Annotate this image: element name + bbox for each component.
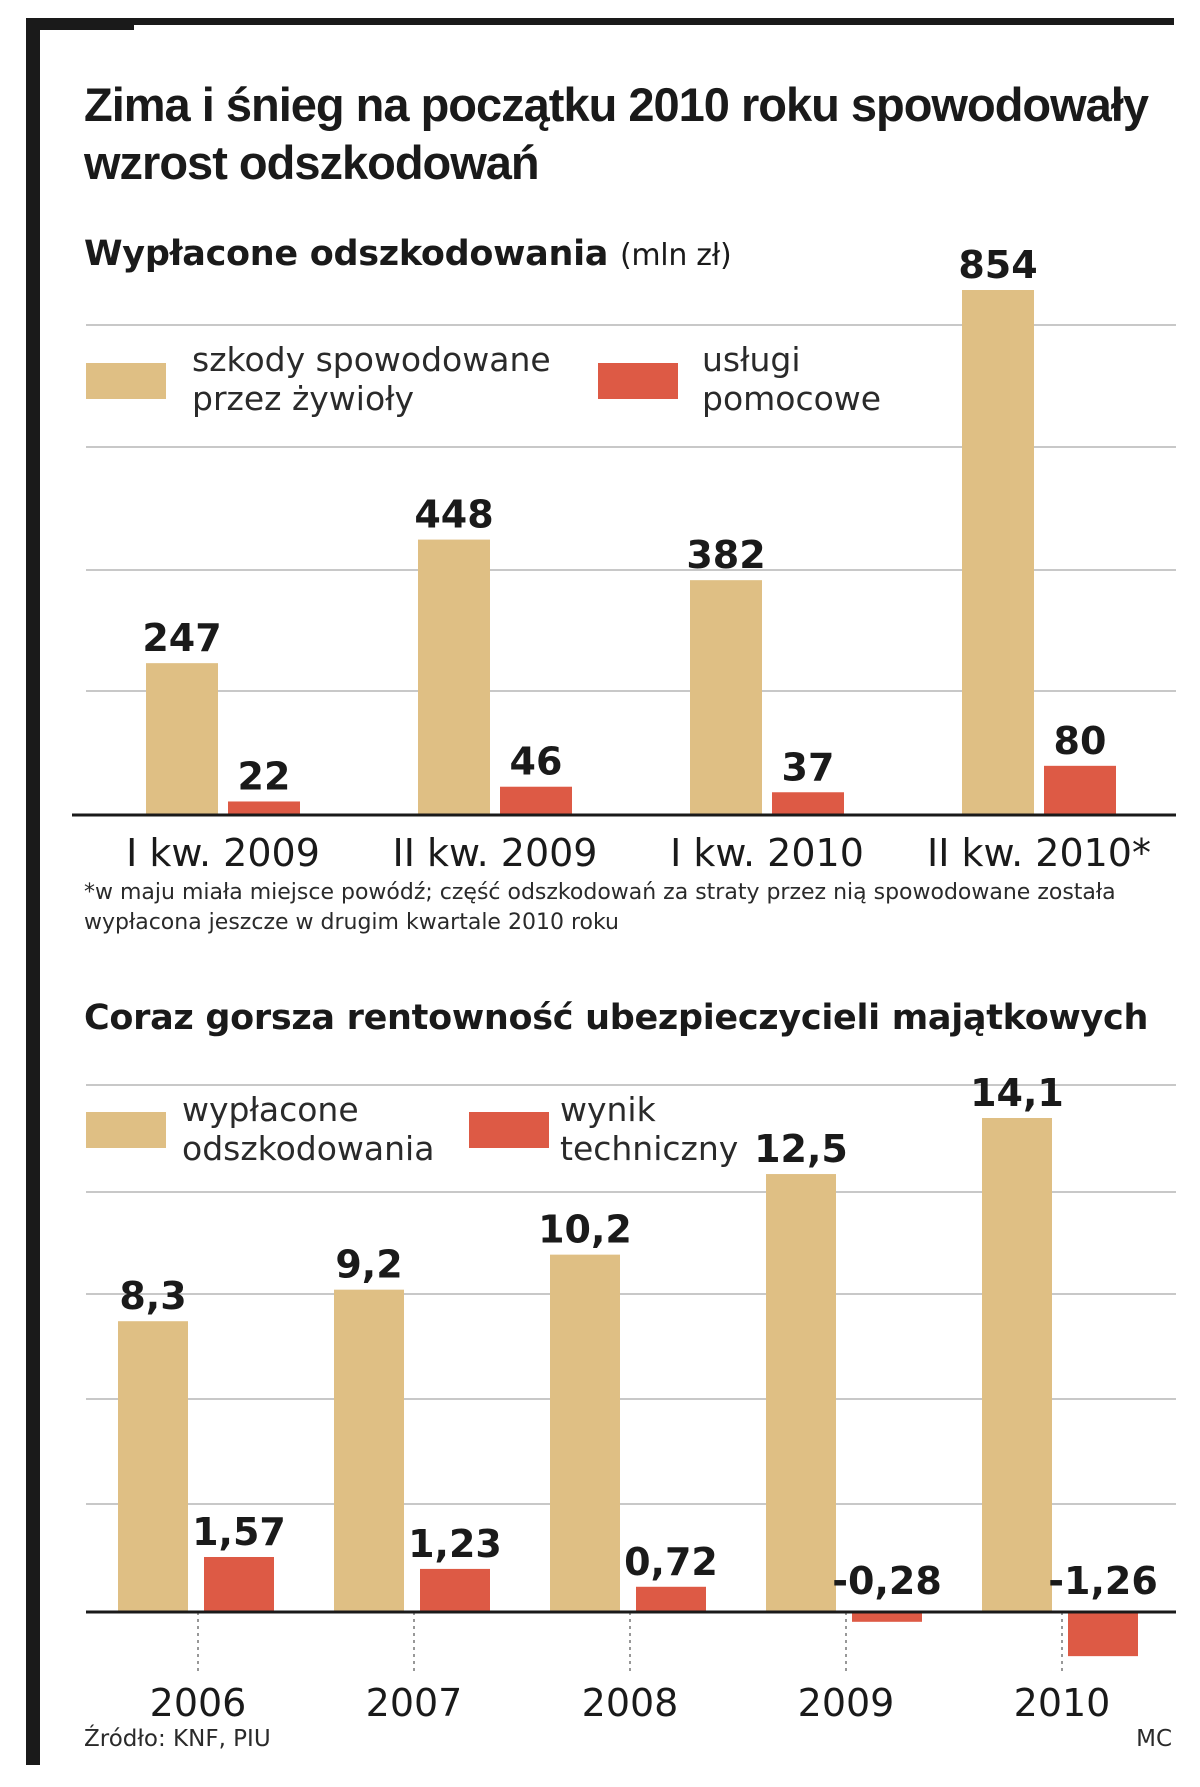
chart1-bar-damage-2 (418, 539, 490, 815)
chart2-bar-result-5 (1068, 1612, 1138, 1657)
chart2-bar-payouts-4 (766, 1174, 836, 1612)
chart2-category-label-2: 2007 (366, 1681, 463, 1725)
chart1-value-label-damage-1: 247 (142, 616, 221, 660)
chart2-title-text: Coraz gorsza rentowność ubezpieczycieli … (84, 998, 1149, 1038)
chart2-category-label-1: 2006 (150, 1681, 247, 1725)
frame-left-rule (26, 20, 40, 1765)
chart2-bar-result-2 (420, 1568, 490, 1612)
chart1-legend-label-aid: usługi pomocowe (702, 340, 882, 418)
chart2-category-label-5: 2010 (1014, 1681, 1111, 1725)
chart2-value-label-payouts-1: 8,3 (119, 1274, 186, 1318)
chart2-category-label-4: 2009 (798, 1681, 895, 1725)
chart2-bar-result-3 (636, 1586, 706, 1612)
chart2-category-label-3: 2008 (582, 1681, 679, 1725)
chart1-category-label-4: II kw. 2010* (927, 831, 1151, 875)
chart2-title: Coraz gorsza rentowność ubezpieczycieli … (84, 998, 1148, 1038)
chart2-value-label-payouts-2: 9,2 (335, 1243, 402, 1287)
chart2-value-label-payouts-5: 14,1 (970, 1071, 1064, 1115)
chart1-legend-swatch-aid (598, 363, 678, 399)
chart1-bar-aid-3 (772, 792, 844, 815)
chart1-bar-damage-1 (146, 663, 218, 815)
chart2-legend-label-result: wynik techniczny (560, 1090, 739, 1168)
chart2-legend-swatch-result (469, 1112, 549, 1148)
chart1-value-label-aid-3: 37 (782, 745, 835, 789)
chart1-bar-damage-3 (690, 580, 762, 815)
chart1-value-label-aid-4: 80 (1054, 719, 1107, 763)
chart1-category-label-3: I kw. 2010 (670, 831, 864, 875)
chart2-value-label-result-1: 1,57 (192, 1510, 286, 1554)
chart2-bar-payouts-5 (982, 1118, 1052, 1612)
chart1-value-label-aid-1: 22 (238, 754, 291, 798)
chart2-value-label-payouts-4: 12,5 (754, 1127, 848, 1171)
chart1-value-label-damage-2: 448 (414, 493, 493, 537)
frame-top-rule (26, 18, 1174, 25)
chart2-bar-payouts-2 (334, 1289, 404, 1612)
chart2-bar-result-4 (852, 1612, 922, 1622)
chart1-footnote: *w maju miała miejsce powódź; część odsz… (84, 880, 1116, 935)
chart1-value-label-damage-3: 382 (686, 533, 765, 577)
chart2-value-label-result-3: 0,72 (624, 1540, 718, 1584)
chart1-title-text: Wypłacone odszkodowania (84, 234, 609, 274)
chart2-bar-payouts-1 (118, 1321, 188, 1612)
chart2-value-label-result-5: -1,26 (1048, 1559, 1158, 1603)
chart1-bar-damage-4 (962, 290, 1034, 815)
infographic-title: Zima i śnieg na początku 2010 roku spowo… (84, 78, 1149, 189)
chart1-bar-aid-2 (500, 786, 572, 815)
chart1-value-label-damage-4: 854 (958, 243, 1037, 287)
chart1-legend-swatch-damage (86, 363, 166, 399)
chart1-category-label-2: II kw. 2009 (393, 831, 598, 875)
credit-initials: MC (1136, 1726, 1172, 1752)
chart1-bar-aid-1 (228, 801, 300, 815)
chart1-legend-label-damage: szkody spowodowane przez żywioły (192, 340, 551, 418)
chart1-title: Wypłacone odszkodowania (mln zł) (84, 234, 732, 274)
chart1-value-label-aid-2: 46 (510, 740, 563, 784)
chart2-value-label-payouts-3: 10,2 (538, 1208, 632, 1252)
chart1-unit: (mln zł) (619, 238, 732, 273)
chart2-legend-swatch-payouts (86, 1112, 166, 1148)
chart1-category-label-1: I kw. 2009 (126, 831, 320, 875)
chart2-bar-result-1 (204, 1556, 274, 1612)
chart2-bar-payouts-3 (550, 1254, 620, 1612)
chart1-bar-aid-4 (1044, 765, 1116, 815)
source-note: Źródło: KNF, PIU (84, 1726, 271, 1752)
chart2-value-label-result-2: 1,23 (408, 1522, 502, 1566)
chart2-legend-label-payouts: wypłacone odszkodowania (182, 1090, 435, 1168)
chart2-value-label-result-4: -0,28 (832, 1559, 942, 1603)
